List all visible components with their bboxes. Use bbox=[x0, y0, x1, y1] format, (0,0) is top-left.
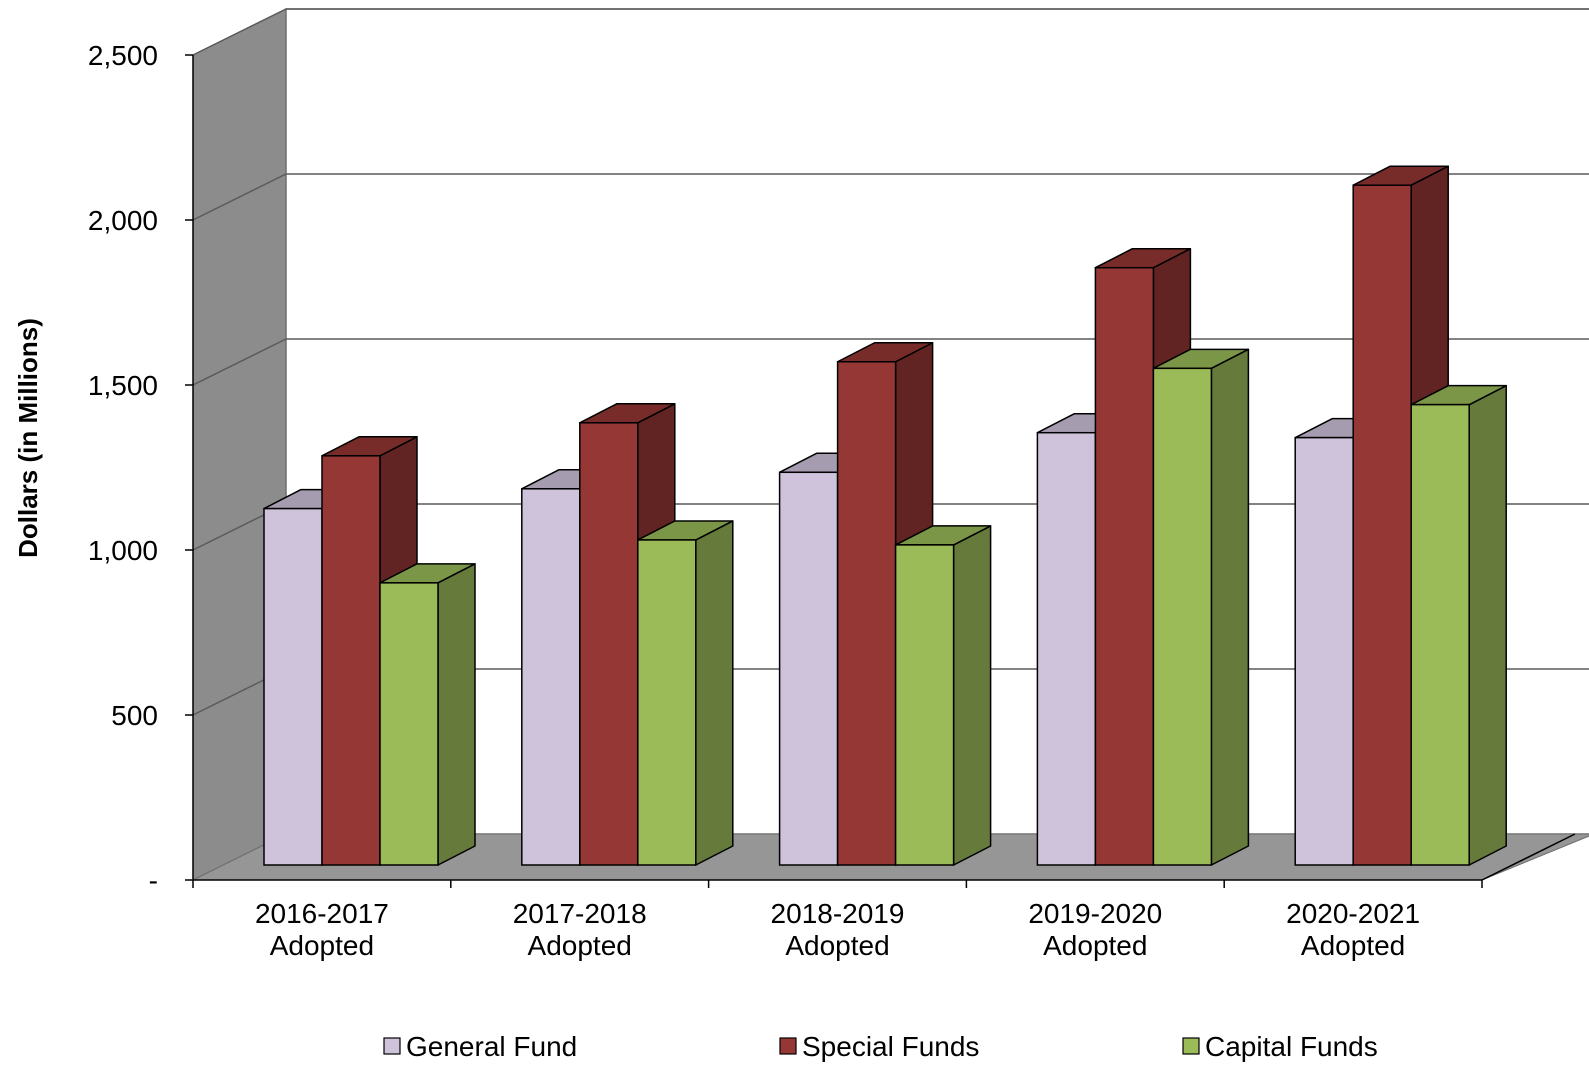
axes bbox=[185, 54, 1576, 888]
y-tick-label: 1,000 bbox=[88, 535, 158, 566]
legend-label: Capital Funds bbox=[1205, 1031, 1378, 1062]
bar-front-face bbox=[1152, 367, 1213, 866]
y-tick-label: - bbox=[149, 865, 158, 896]
bar-side-face bbox=[695, 520, 734, 866]
bar-capital-funds bbox=[1152, 348, 1250, 866]
legend: General Fund Special Funds Capital Funds bbox=[383, 1031, 1378, 1062]
bar-capital-funds bbox=[637, 520, 734, 866]
y-tick-label: 2,500 bbox=[88, 40, 158, 71]
bar-front-face bbox=[1294, 436, 1354, 866]
x-axis-depth-line bbox=[1481, 833, 1576, 881]
y-axis-title: Dollars (in Millions) bbox=[13, 318, 43, 558]
y-tick-label: 500 bbox=[111, 700, 158, 731]
bar-front-face bbox=[836, 361, 897, 866]
bar-front-face bbox=[579, 422, 639, 866]
bars bbox=[263, 165, 1507, 866]
x-tick-label: 2018-2019 bbox=[771, 898, 905, 929]
bar-capital-funds bbox=[1410, 384, 1507, 866]
gridline-side bbox=[192, 173, 287, 221]
bar-front-face bbox=[321, 455, 381, 866]
bar-front-face bbox=[1352, 184, 1412, 866]
gridline-side bbox=[192, 338, 287, 386]
bar-front-face bbox=[894, 544, 955, 866]
x-tick-label: Adopted bbox=[1301, 930, 1405, 961]
legend-swatch bbox=[383, 1037, 401, 1055]
legend-swatch bbox=[1182, 1037, 1200, 1055]
bar-front-face bbox=[521, 488, 581, 866]
bar-side-face bbox=[437, 563, 476, 866]
bar-front-face bbox=[637, 539, 697, 866]
bar-side-face bbox=[1210, 348, 1250, 866]
bar-front-face bbox=[379, 582, 439, 866]
y-tick-label: 2,000 bbox=[88, 205, 158, 236]
x-tick-label: Adopted bbox=[1043, 930, 1147, 961]
y-tick-label: 1,500 bbox=[88, 370, 158, 401]
legend-label: Special Funds bbox=[802, 1031, 979, 1062]
bar-front-face bbox=[1094, 266, 1155, 866]
bar-side-face bbox=[952, 525, 992, 866]
bar-front-face bbox=[778, 471, 839, 866]
legend-item: Capital Funds bbox=[1182, 1031, 1378, 1062]
legend-item: Special Funds bbox=[779, 1031, 979, 1062]
bar-front-face bbox=[1410, 403, 1470, 866]
x-tick-label: 2016-2017 bbox=[255, 898, 389, 929]
legend-label: General Fund bbox=[406, 1031, 577, 1062]
x-tick-label: 2017-2018 bbox=[513, 898, 647, 929]
bar-capital-funds bbox=[379, 563, 476, 866]
bar-front-face bbox=[263, 507, 323, 866]
bar-capital-funds bbox=[894, 525, 992, 866]
y-tick-labels: - 500 1,000 1,500 2,000 2,500 bbox=[88, 40, 158, 896]
y-axis-title-group: Dollars (in Millions) bbox=[13, 318, 43, 558]
bar-front-face bbox=[1036, 431, 1097, 866]
bar-side-face bbox=[1468, 384, 1507, 866]
x-tick-label: 2020-2021 bbox=[1286, 898, 1420, 929]
legend-item: General Fund bbox=[383, 1031, 577, 1062]
x-tick-label: Adopted bbox=[270, 930, 374, 961]
gridline-side bbox=[192, 8, 287, 56]
x-tick-label: Adopted bbox=[785, 930, 889, 961]
x-tick-labels: 2016-2017Adopted2017-2018Adopted2018-201… bbox=[255, 898, 1420, 961]
x-tick-label: 2019-2020 bbox=[1028, 898, 1162, 929]
x-tick-label: Adopted bbox=[528, 930, 632, 961]
legend-swatch bbox=[779, 1037, 797, 1055]
